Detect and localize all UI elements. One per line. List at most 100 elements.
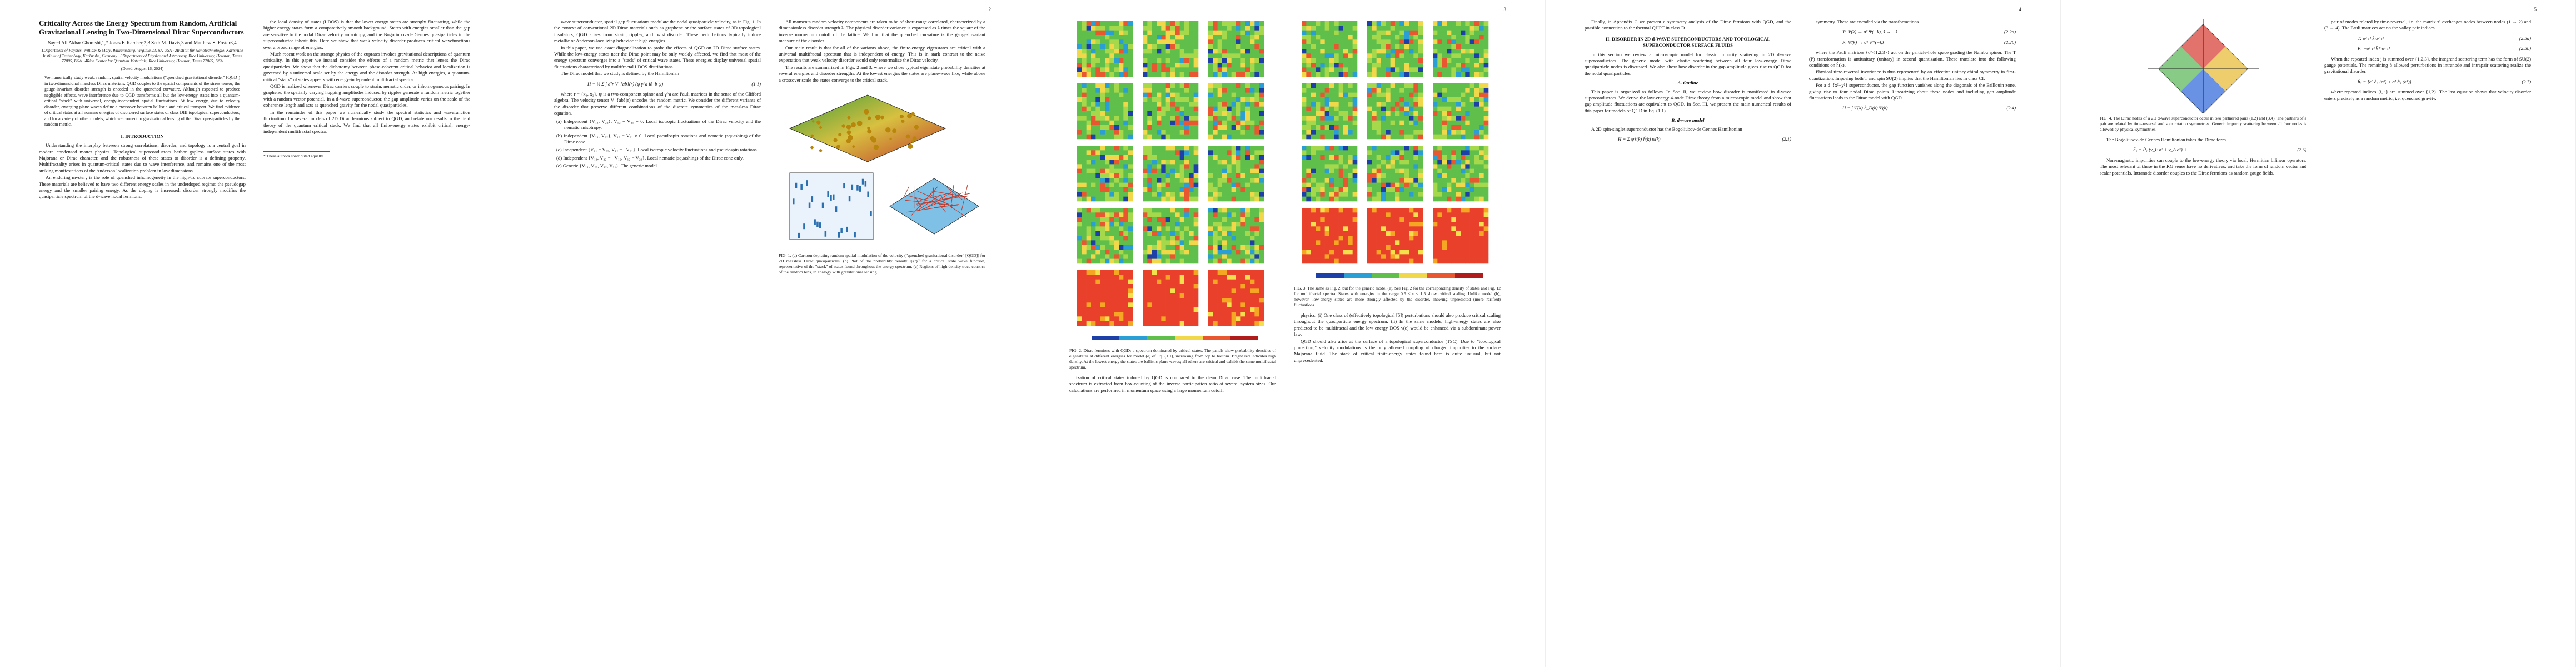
- heatmap-cell: [1208, 279, 1213, 285]
- heatmap-cell: [1222, 288, 1227, 293]
- heatmap-cell: [1143, 155, 1148, 160]
- heatmap-cell: [1474, 222, 1479, 227]
- heatmap-cell: [1086, 150, 1092, 155]
- heatmap-cell: [1179, 92, 1185, 98]
- heatmap-cell: [1474, 250, 1479, 255]
- affiliation: 1Department of Physics, William & Mary, …: [41, 48, 243, 64]
- heatmap-cell: [1165, 302, 1171, 307]
- heatmap-cell: [1082, 150, 1087, 155]
- heatmap-cell: [1469, 168, 1475, 174]
- heatmap-cell: [1483, 83, 1489, 88]
- heatmap-cell: [1461, 58, 1466, 63]
- heatmap-cell: [1483, 63, 1489, 68]
- heatmap-cell: [1217, 160, 1223, 165]
- heatmap-cell: [1109, 182, 1114, 188]
- heatmap-cell: [1109, 102, 1114, 107]
- heatmap-cell: [1418, 254, 1423, 259]
- heatmap-cell: [1189, 293, 1194, 298]
- heatmap-cell: [1474, 168, 1479, 174]
- heatmap-cell: [1157, 312, 1162, 317]
- heatmap-cell: [1399, 212, 1404, 217]
- heatmap-cell: [1433, 102, 1438, 107]
- figure-shape: [919, 194, 941, 210]
- heatmap-cell: [1109, 155, 1114, 160]
- heatmap-cell: [1316, 231, 1321, 236]
- heatmap-cell: [1091, 245, 1096, 250]
- heatmap-cell: [1302, 192, 1307, 197]
- heatmap-cell: [1390, 212, 1396, 217]
- heatmap-cell: [1404, 258, 1409, 264]
- heatmap-cell: [1352, 187, 1358, 192]
- heatmap-cell: [1245, 21, 1250, 26]
- heatmap-cell: [1329, 44, 1334, 49]
- heatmap-cell: [1165, 58, 1171, 63]
- heatmap-cell: [1334, 30, 1339, 36]
- heatmap-cell: [1474, 160, 1479, 165]
- heatmap-figure: [1077, 21, 1264, 340]
- heatmap-cell: [1208, 226, 1213, 231]
- heatmap-cell: [1170, 217, 1175, 222]
- heatmap-cell: [1302, 72, 1307, 77]
- heatmap-cell: [1409, 83, 1414, 88]
- heatmap-cell: [1465, 187, 1470, 192]
- heatmap-cell: [1311, 182, 1316, 188]
- heatmap-cell: [1259, 146, 1264, 151]
- heatmap-cell: [1433, 58, 1438, 63]
- heatmap-cell: [1404, 97, 1409, 102]
- heatmap-cell: [1395, 250, 1400, 255]
- heatmap-cell: [1189, 196, 1194, 202]
- heatmap-cell: [1105, 134, 1110, 140]
- heatmap-cell: [1338, 120, 1344, 126]
- heatmap-cell: [1324, 150, 1330, 155]
- heatmap-cell: [1240, 231, 1245, 236]
- heatmap-cell: [1082, 284, 1087, 289]
- heatmap-cell: [1217, 35, 1223, 40]
- heatmap-cell: [1109, 226, 1114, 231]
- paragraph: For a d_{x²−y²} superconductor, the gap …: [1809, 82, 2016, 101]
- heatmap-cell: [1469, 146, 1475, 151]
- heatmap-cell: [1105, 222, 1110, 227]
- heatmap-cell: [1334, 53, 1339, 58]
- heatmap-cell: [1179, 173, 1185, 178]
- heatmap-cell: [1324, 53, 1330, 58]
- figure-shape: [850, 122, 856, 128]
- heatmap-cell: [1386, 187, 1391, 192]
- heatmap-cell: [1082, 288, 1087, 293]
- heatmap-cell: [1259, 44, 1264, 49]
- heatmap-cell: [1451, 164, 1456, 169]
- heatmap-cell: [1399, 146, 1404, 151]
- heatmap-cell: [1165, 312, 1171, 317]
- heatmap-cell: [1231, 245, 1237, 250]
- heatmap-cell: [1479, 258, 1484, 264]
- heatmap-cell: [1437, 150, 1442, 155]
- heatmap-cell: [1082, 178, 1087, 183]
- heatmap-cell: [1184, 106, 1189, 112]
- heatmap-cell: [1329, 160, 1334, 165]
- heatmap-cell: [1348, 173, 1353, 178]
- heatmap-cell: [1175, 196, 1180, 202]
- heatmap-cell: [1311, 192, 1316, 197]
- heatmap-cell: [1143, 196, 1148, 202]
- heatmap-cell: [1128, 44, 1133, 49]
- heatmap-cell: [1483, 182, 1489, 188]
- heatmap-cell: [1352, 226, 1358, 231]
- heatmap-cell: [1184, 196, 1189, 202]
- heatmap-cell: [1175, 316, 1180, 321]
- heatmap-cell: [1100, 196, 1105, 202]
- heatmap-cell: [1213, 72, 1218, 77]
- heatmap-cell: [1157, 160, 1162, 165]
- heatmap-cell: [1399, 245, 1404, 250]
- heatmap-cell: [1474, 146, 1479, 151]
- heatmap-cell: [1474, 173, 1479, 178]
- heatmap-cell: [1100, 150, 1105, 155]
- heatmap-cell: [1324, 67, 1330, 72]
- heatmap-cell: [1157, 250, 1162, 255]
- heatmap-cell: [1095, 321, 1100, 326]
- heatmap-cell: [1236, 21, 1241, 26]
- heatmap-cell: [1161, 288, 1166, 293]
- heatmap-cell: [1338, 106, 1344, 112]
- heatmap-cell: [1245, 35, 1250, 40]
- heatmap-cell: [1461, 187, 1466, 192]
- figure-shape: [917, 192, 963, 212]
- heatmap-cell: [1259, 106, 1264, 112]
